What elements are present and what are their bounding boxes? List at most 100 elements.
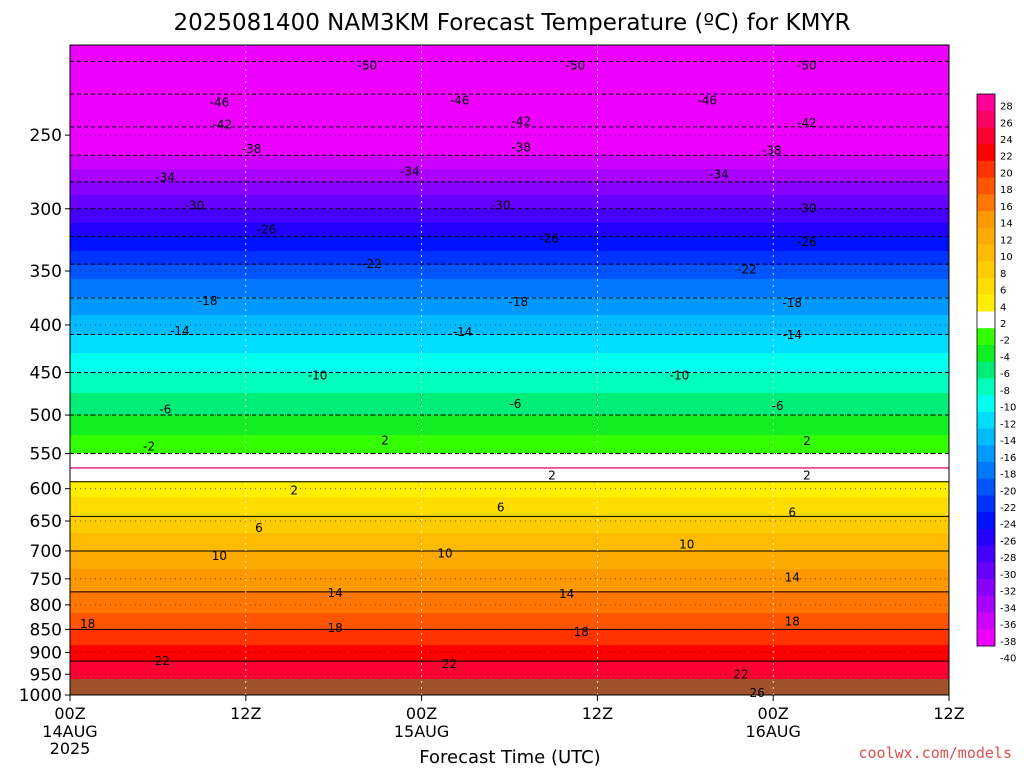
temperature-band bbox=[70, 187, 949, 190]
temperature-band bbox=[70, 93, 949, 96]
temperature-band bbox=[70, 491, 949, 494]
temperature-band bbox=[70, 209, 949, 212]
temperature-band bbox=[70, 519, 949, 522]
temperature-band bbox=[70, 507, 949, 510]
temperature-band bbox=[70, 441, 949, 444]
temperature-band bbox=[70, 335, 949, 338]
plot-area bbox=[70, 45, 949, 695]
temperature-band bbox=[70, 201, 949, 204]
colorbar-cell bbox=[977, 160, 995, 179]
temperature-band bbox=[70, 561, 949, 564]
temperature-band bbox=[70, 407, 949, 410]
temperature-band bbox=[70, 373, 949, 376]
temperature-band bbox=[70, 131, 949, 134]
credit-text: coolwx.com/models bbox=[858, 744, 1012, 762]
temperature-band bbox=[70, 531, 949, 534]
contour-label: 26 bbox=[749, 686, 764, 700]
temperature-band bbox=[70, 341, 949, 344]
temperature-band bbox=[70, 147, 949, 150]
temperature-band bbox=[70, 401, 949, 404]
temperature-band bbox=[70, 397, 949, 400]
temperature-band bbox=[70, 625, 949, 628]
contour-label: 10 bbox=[437, 547, 452, 561]
colorbar-cell bbox=[977, 595, 995, 613]
temperature-band bbox=[70, 347, 949, 350]
temperature-band bbox=[70, 205, 949, 208]
colorbar-cell bbox=[977, 395, 995, 413]
colorbar-label: -30 bbox=[1000, 570, 1016, 581]
temperature-band bbox=[70, 305, 949, 308]
temperature-band bbox=[70, 537, 949, 540]
temperature-band bbox=[70, 469, 949, 472]
temperature-band bbox=[70, 73, 949, 76]
temperature-band bbox=[70, 339, 949, 342]
y-tick-label: 850 bbox=[30, 620, 62, 640]
temperature-band bbox=[70, 377, 949, 380]
temperature-band bbox=[70, 113, 949, 116]
temperature-band bbox=[70, 321, 949, 324]
temperature-band bbox=[70, 219, 949, 222]
contour-label: -14 bbox=[782, 328, 802, 342]
temperature-band bbox=[70, 283, 949, 286]
temperature-band bbox=[70, 47, 949, 50]
temperature-band bbox=[70, 667, 949, 670]
temperature-band bbox=[70, 153, 949, 156]
temperature-band bbox=[70, 569, 949, 572]
temperature-band bbox=[70, 517, 949, 520]
temperature-band bbox=[70, 203, 949, 206]
temperature-band bbox=[70, 239, 949, 242]
contour-label: 6 bbox=[255, 521, 263, 535]
colorbar-label: -12 bbox=[1000, 419, 1016, 430]
temperature-band bbox=[70, 543, 949, 546]
temperature-band bbox=[70, 415, 949, 418]
temperature-band bbox=[70, 85, 949, 88]
temperature-band bbox=[70, 343, 949, 346]
temperature-band bbox=[70, 179, 949, 182]
temperature-band bbox=[70, 225, 949, 228]
temperature-band bbox=[70, 669, 949, 672]
contour-label: -38 bbox=[762, 143, 782, 157]
contour-label: -50 bbox=[358, 59, 378, 73]
ground-strip bbox=[70, 679, 949, 695]
temperature-band bbox=[70, 631, 949, 634]
temperature-band bbox=[70, 259, 949, 262]
temperature-band bbox=[70, 453, 949, 456]
temperature-band bbox=[70, 199, 949, 202]
colorbar-frame bbox=[976, 93, 996, 647]
temperature-band bbox=[70, 369, 949, 372]
temperature-band bbox=[70, 281, 949, 284]
temperature-band bbox=[70, 657, 949, 660]
colorbar-cell bbox=[977, 344, 995, 363]
chart-title: 2025081400 NAM3KM Forecast Temperature (… bbox=[174, 10, 851, 36]
temperature-band bbox=[70, 627, 949, 630]
temperature-band bbox=[70, 423, 949, 426]
colorbar-cell bbox=[977, 211, 995, 229]
temperature-band bbox=[70, 223, 949, 226]
temperature-band bbox=[70, 261, 949, 264]
temperature-band bbox=[70, 185, 949, 188]
temperature-band bbox=[70, 175, 949, 178]
temperature-band bbox=[70, 127, 949, 130]
temperature-band bbox=[70, 173, 949, 176]
colorbar-label: -22 bbox=[1000, 503, 1016, 514]
temperature-band bbox=[70, 425, 949, 428]
temperature-band bbox=[70, 623, 949, 626]
temperature-band bbox=[70, 629, 949, 632]
temperature-band bbox=[70, 549, 949, 552]
temperature-band bbox=[70, 419, 949, 422]
contour-label: -34 bbox=[400, 165, 420, 179]
temperature-band bbox=[70, 351, 949, 354]
colorbar-cell bbox=[977, 629, 995, 647]
contour-label: 2 bbox=[803, 434, 811, 448]
colorbar-label: -28 bbox=[1000, 553, 1016, 564]
temperature-band bbox=[70, 527, 949, 530]
y-tick-label: 650 bbox=[30, 512, 62, 532]
temperature-band bbox=[70, 317, 949, 320]
temperature-band bbox=[70, 211, 949, 214]
temperature-band bbox=[70, 273, 949, 276]
temperature-band bbox=[70, 403, 949, 406]
temperature-band bbox=[70, 497, 949, 500]
temperature-band bbox=[70, 233, 949, 236]
x-tick-date-label: 15AUG bbox=[394, 722, 449, 741]
temperature-band bbox=[70, 109, 949, 112]
